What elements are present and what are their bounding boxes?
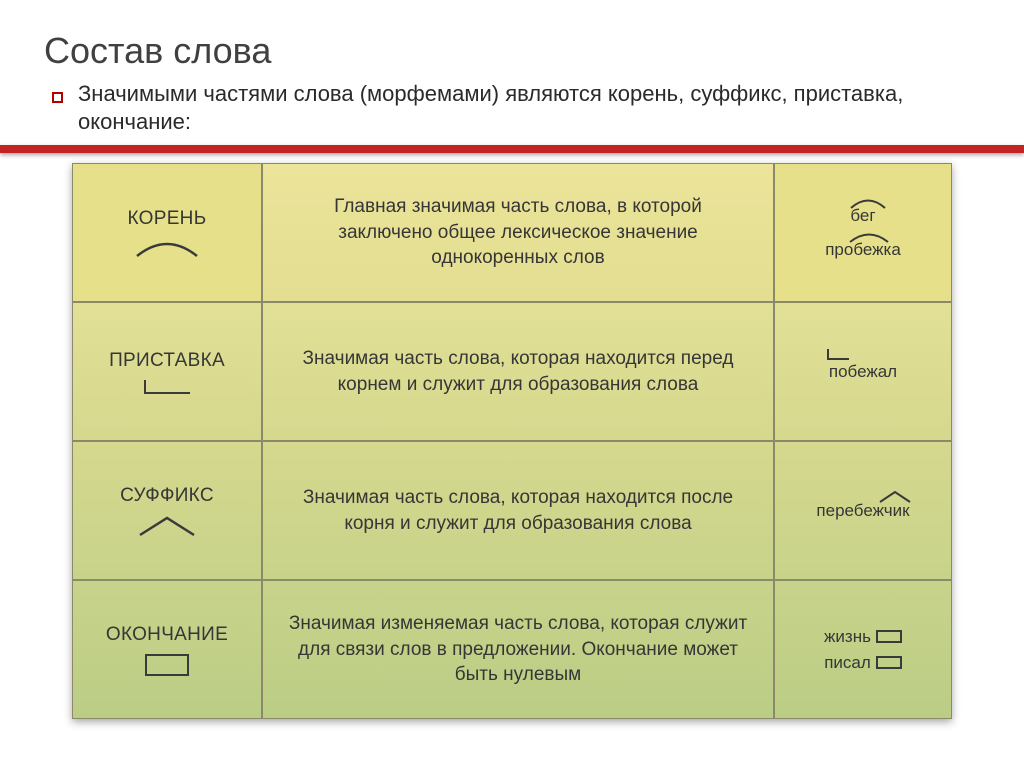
- definition-cell: Значимая изменяемая часть слова, которая…: [262, 580, 774, 719]
- definition-cell: Главная значимая часть слова, в которой …: [262, 163, 774, 302]
- definition-text: Главная значимая часть слова, в которой …: [285, 194, 751, 271]
- prefix-icon: [827, 349, 849, 360]
- arc-icon: [132, 238, 202, 258]
- term-cell: ОКОНЧАНИЕ: [72, 580, 262, 719]
- example-cell: бег пробежка: [774, 163, 952, 302]
- caret-icon: [132, 515, 202, 537]
- example-cell: жизнь писал: [774, 580, 952, 719]
- example-cell: перебежчик: [774, 441, 952, 580]
- bullet-icon: [52, 92, 63, 103]
- arc-icon: [848, 197, 888, 209]
- definition-cell: Значимая часть слова, которая находится …: [262, 441, 774, 580]
- morpheme-table: КОРЕНЬ Главная значимая часть слова, в к…: [72, 163, 952, 719]
- table-row: КОРЕНЬ Главная значимая часть слова, в к…: [72, 163, 952, 302]
- definition-text: Значимая изменяемая часть слова, которая…: [285, 611, 751, 688]
- page-subtitle: Значимыми частями слова (морфемами) явля…: [44, 80, 980, 135]
- rect-icon: [876, 630, 902, 643]
- arc-icon: [847, 231, 891, 243]
- example-line: писал: [824, 653, 902, 673]
- example-line: жизнь: [824, 627, 902, 647]
- term-cell: СУФФИКС: [72, 441, 262, 580]
- term-cell: ПРИСТАВКА: [72, 302, 262, 441]
- example-text: перебежчик: [816, 501, 909, 520]
- example-text: писал: [824, 653, 871, 673]
- example-text: побежал: [829, 362, 897, 381]
- caret-icon: [878, 491, 912, 503]
- term-label: ПРИСТАВКА: [109, 350, 225, 372]
- rect-icon: [876, 656, 902, 669]
- rect-icon: [145, 654, 189, 676]
- divider-bar: [0, 145, 1024, 153]
- page-title: Состав слова: [44, 30, 980, 72]
- prefix-icon: [144, 380, 190, 394]
- definition-text: Значимая часть слова, которая находится …: [285, 346, 751, 397]
- definition-cell: Значимая часть слова, которая находится …: [262, 302, 774, 441]
- table-row: СУФФИКС Значимая часть слова, которая на…: [72, 441, 952, 580]
- example-text: жизнь: [824, 627, 871, 647]
- term-label: КОРЕНЬ: [128, 208, 207, 230]
- term-label: ОКОНЧАНИЕ: [106, 624, 228, 646]
- slide: Состав слова Значимыми частями слова (мо…: [0, 0, 1024, 767]
- example-cell: побежал: [774, 302, 952, 441]
- term-cell: КОРЕНЬ: [72, 163, 262, 302]
- definition-text: Значимая часть слова, которая находится …: [285, 485, 751, 536]
- table-row: ПРИСТАВКА Значимая часть слова, которая …: [72, 302, 952, 441]
- term-label: СУФФИКС: [120, 485, 214, 507]
- table-row: ОКОНЧАНИЕ Значимая изменяемая часть слов…: [72, 580, 952, 719]
